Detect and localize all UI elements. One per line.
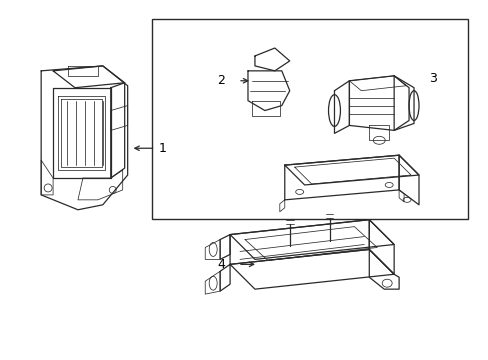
Text: 1: 1	[158, 142, 166, 155]
Text: 2: 2	[217, 74, 224, 87]
Text: 3: 3	[428, 72, 436, 85]
Bar	[152, 19, 467, 219]
Text: 4: 4	[217, 258, 224, 271]
